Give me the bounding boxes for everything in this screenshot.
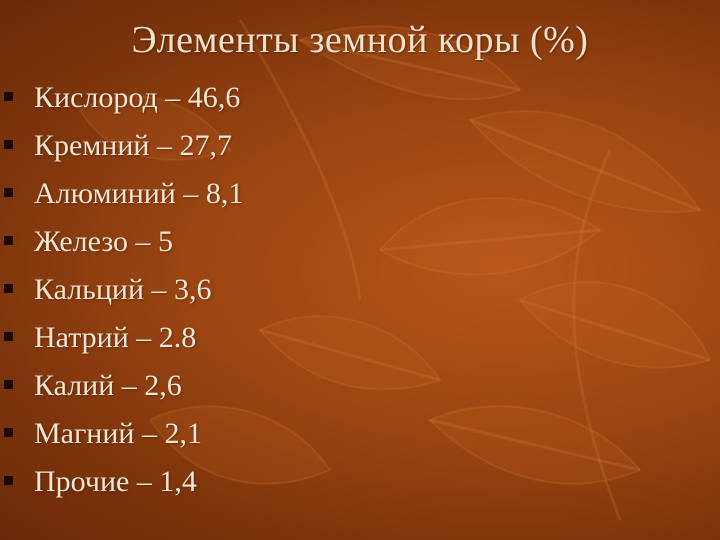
leaf-shape [468,110,702,213]
leaf-vein [238,19,362,301]
square-bullet-icon [4,188,13,197]
list-item-text: Кремний – 27,7 [34,129,232,162]
list-item-text: Магний – 2,1 [34,417,202,450]
square-bullet-icon [4,476,13,485]
leaf-shape [428,405,642,485]
leaf-vein [379,228,601,252]
leaf-vein [259,328,441,382]
square-bullet-icon [4,92,13,101]
list-item-text: Кальций – 3,6 [34,273,212,306]
list-item-text: Натрий – 2.8 [34,321,197,354]
slide-title: Элементы земной коры (%) [131,19,589,61]
square-bullet-icon [4,236,13,245]
list-item-text: Алюминий – 8,1 [34,177,244,210]
square-bullet-icon [4,284,13,293]
square-bullet-icon [4,428,13,437]
list-item-text: Кислород – 46,6 [34,81,241,114]
leaf-shape [518,281,712,369]
square-bullet-icon [4,380,13,389]
leaf-vein [429,418,641,472]
square-bullet-icon [4,332,13,341]
leaf-vein [572,149,622,521]
list-item-text: Калий – 2,6 [34,369,182,402]
leaf-shape [258,315,442,391]
list-item-text: Прочие – 1,4 [34,465,197,498]
leaf-shape [378,197,602,276]
leaf-vein [469,118,701,212]
square-bullet-icon [4,140,13,149]
list-item-text: Железо – 5 [34,225,173,258]
leaf-vein [519,298,711,362]
